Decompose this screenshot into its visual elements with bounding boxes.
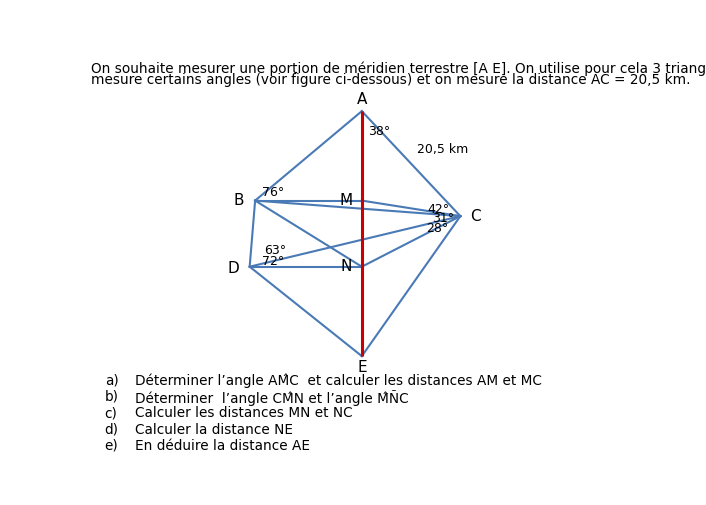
- Text: mesure certains angles (voir figure ci-dessous) et on mesure la distance AC = 20: mesure certains angles (voir figure ci-d…: [91, 73, 690, 87]
- Text: D: D: [227, 261, 239, 276]
- Text: 76°: 76°: [262, 186, 284, 199]
- Text: 28°: 28°: [426, 223, 448, 235]
- Text: Déterminer l’angle AM̂C  et calculer les distances AM et MC: Déterminer l’angle AM̂C et calculer les …: [135, 374, 542, 388]
- Text: B: B: [234, 193, 244, 208]
- Text: Calculer la distance NE: Calculer la distance NE: [135, 423, 293, 437]
- Text: A: A: [357, 92, 367, 107]
- Text: N: N: [341, 259, 352, 274]
- Text: 42°: 42°: [428, 203, 450, 216]
- Text: 72°: 72°: [262, 255, 285, 268]
- Text: d): d): [104, 423, 119, 437]
- Text: M: M: [340, 193, 353, 208]
- Text: E: E: [357, 360, 366, 375]
- Text: 20,5 km: 20,5 km: [417, 143, 468, 156]
- Text: Déterminer  l’angle CM̂N et l’angle M̂ÑC: Déterminer l’angle CM̂N et l’angle M̂ÑC: [135, 390, 408, 406]
- Text: c): c): [104, 407, 117, 420]
- Text: C: C: [470, 209, 481, 224]
- Text: 38°: 38°: [368, 125, 390, 138]
- Text: e): e): [104, 439, 119, 453]
- Text: On souhaite mesurer une portion de méridien terrestre [A E]. On utilise pour cel: On souhaite mesurer une portion de mérid…: [91, 62, 706, 76]
- Text: 31°: 31°: [432, 213, 454, 225]
- Text: b): b): [104, 390, 119, 404]
- Text: Calculer les distances MN et NC: Calculer les distances MN et NC: [135, 407, 352, 420]
- Text: 63°: 63°: [265, 244, 287, 257]
- Text: En déduire la distance AE: En déduire la distance AE: [135, 439, 310, 453]
- Text: a): a): [104, 374, 119, 388]
